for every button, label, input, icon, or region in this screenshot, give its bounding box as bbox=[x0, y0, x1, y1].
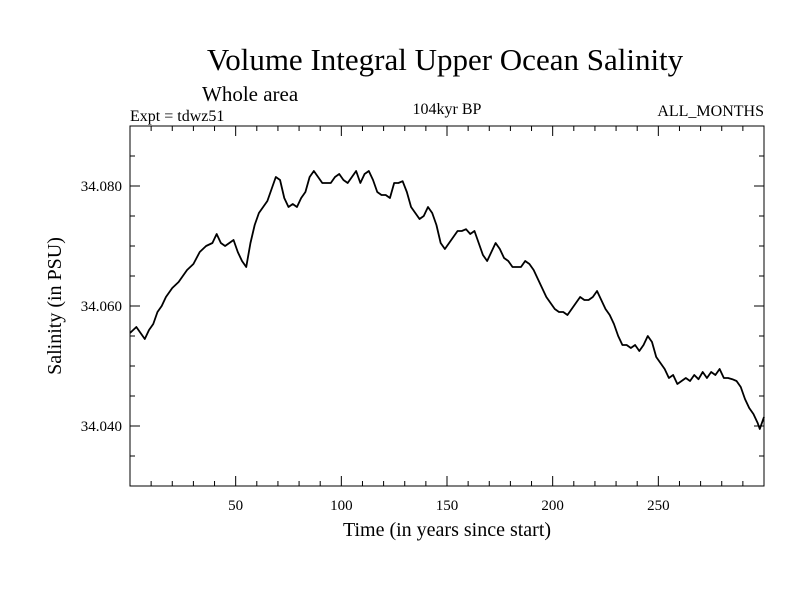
tick-labels: 50 100 150 200 250 34.040 34.060 34.080 bbox=[81, 179, 670, 514]
x-tick-label: 100 bbox=[330, 498, 353, 514]
x-tick-label: 250 bbox=[647, 498, 670, 514]
x-tick-label: 50 bbox=[228, 498, 243, 514]
chart-title: Volume Integral Upper Ocean Salinity bbox=[207, 42, 684, 77]
y-tick-label: 34.060 bbox=[81, 299, 122, 315]
y-tick-label: 34.080 bbox=[81, 179, 122, 195]
plot-frame bbox=[129, 125, 765, 487]
months-label: ALL_MONTHS bbox=[657, 103, 764, 120]
series-line-0 bbox=[129, 170, 765, 430]
x-tick-label: 200 bbox=[541, 498, 564, 514]
x-axis-label: Time (in years since start) bbox=[343, 519, 551, 541]
x-tick-label: 150 bbox=[436, 498, 459, 514]
axis-ticks bbox=[130, 126, 764, 486]
y-tick-label: 34.040 bbox=[81, 419, 122, 435]
experiment-label: Expt = tdwz51 bbox=[130, 108, 224, 125]
y-axis-label: Salinity (in PSU) bbox=[44, 237, 66, 375]
chart-subtitle: Whole area bbox=[202, 82, 299, 106]
series-layer bbox=[129, 170, 765, 430]
period-label: 104kyr BP bbox=[413, 101, 482, 118]
